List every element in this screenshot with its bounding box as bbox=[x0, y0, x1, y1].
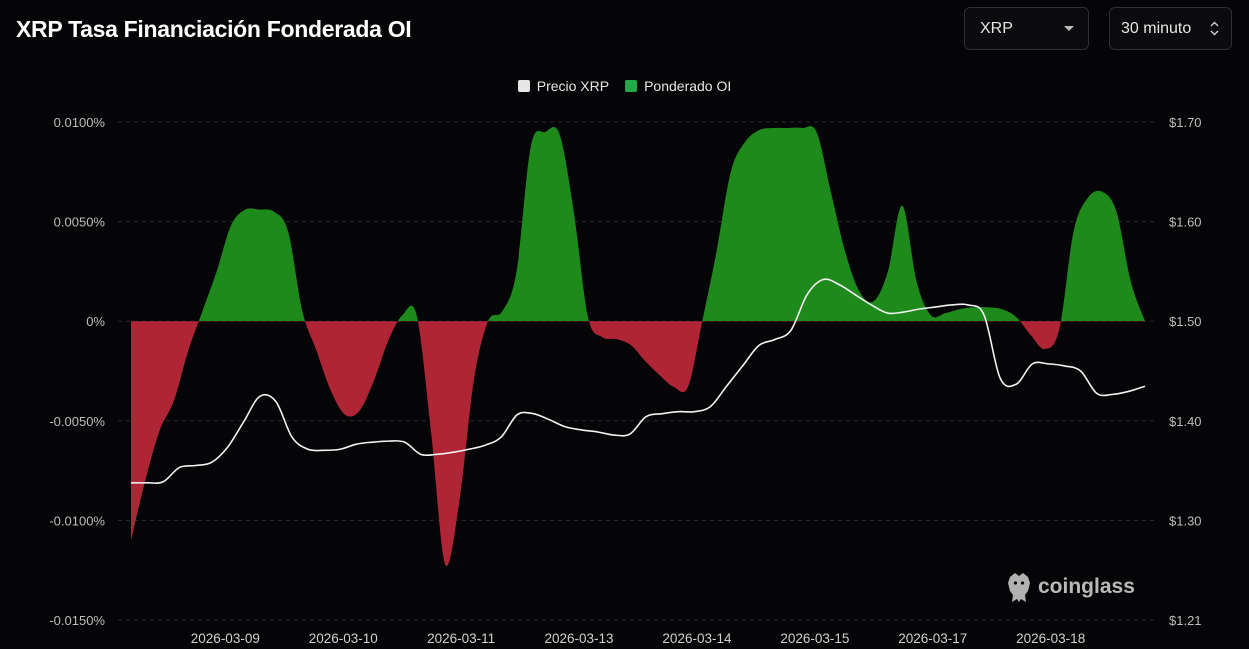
y-right-tick-label: $1.30 bbox=[1169, 513, 1202, 528]
watermark-text: coinglass bbox=[1038, 575, 1135, 598]
symbol-select[interactable]: XRP bbox=[964, 7, 1089, 50]
legend-swatch-oi bbox=[625, 80, 638, 92]
oi-area-negative bbox=[131, 321, 1145, 567]
legend-item-price[interactable]: Precio XRP bbox=[517, 78, 610, 94]
x-tick-label: 2026-03-11 bbox=[427, 631, 495, 646]
y-right-tick-label: $1.70 bbox=[1169, 115, 1202, 130]
interval-select[interactable]: 30 minuto bbox=[1109, 7, 1232, 50]
chart-legend: Precio XRP Ponderado OI bbox=[0, 78, 1249, 94]
y-left-tick-label: 0% bbox=[86, 314, 105, 329]
y-left-tick-label: 0.0050% bbox=[54, 215, 106, 230]
y-left-tick-label: 0.0100% bbox=[54, 115, 106, 130]
x-tick-label: 2026-03-14 bbox=[662, 631, 732, 646]
sort-updown-icon bbox=[1210, 21, 1219, 36]
legend-label-price: Precio XRP bbox=[536, 78, 610, 94]
interval-select-value: 30 minuto bbox=[1121, 19, 1192, 37]
coinglass-logo-icon bbox=[1008, 573, 1030, 602]
y-axis-right: $1.70 $1.60 $1.50 $1.40 $1.30 $1.21 bbox=[1169, 115, 1202, 628]
y-right-tick-label: $1.60 bbox=[1169, 215, 1202, 230]
legend-label-oi: Ponderado OI bbox=[644, 78, 732, 94]
symbol-select-value: XRP bbox=[980, 19, 1013, 37]
y-axis-left: 0.0100% 0.0050% 0% -0.0050% -0.0100% -0.0150% bbox=[49, 115, 105, 628]
y-left-tick-label: -0.0050% bbox=[49, 414, 105, 429]
x-tick-label: 2026-03-15 bbox=[780, 631, 849, 646]
y-right-tick-label: $1.50 bbox=[1169, 314, 1202, 329]
x-tick-label: 2026-03-18 bbox=[1016, 631, 1085, 646]
page-title: XRP Tasa Financiación Fonderada OI bbox=[16, 16, 412, 42]
y-left-tick-label: -0.0150% bbox=[49, 613, 105, 628]
oi-area-positive bbox=[198, 126, 1145, 321]
chevron-down-icon bbox=[1064, 26, 1074, 31]
x-axis: 2026-03-09 2026-03-10 2026-03-11 2026-03-13… bbox=[191, 631, 1085, 646]
oi-area-series bbox=[131, 126, 1145, 567]
price-line-series bbox=[130, 278, 1146, 484]
x-tick-label: 2026-03-13 bbox=[545, 631, 614, 646]
price-line bbox=[130, 278, 1146, 484]
x-tick-label: 2026-03-17 bbox=[898, 631, 967, 646]
y-right-tick-label: $1.21 bbox=[1169, 613, 1202, 628]
legend-item-oi[interactable]: Ponderado OI bbox=[625, 78, 731, 94]
grid-lines bbox=[118, 121, 1155, 621]
legend-swatch-price bbox=[517, 80, 530, 92]
x-tick-label: 2026-03-09 bbox=[191, 631, 260, 646]
y-left-tick-label: -0.0100% bbox=[49, 513, 105, 528]
coinglass-watermark: coinglass bbox=[1006, 571, 1135, 603]
y-right-tick-label: $1.40 bbox=[1169, 414, 1202, 429]
x-tick-label: 2026-03-10 bbox=[309, 631, 378, 646]
